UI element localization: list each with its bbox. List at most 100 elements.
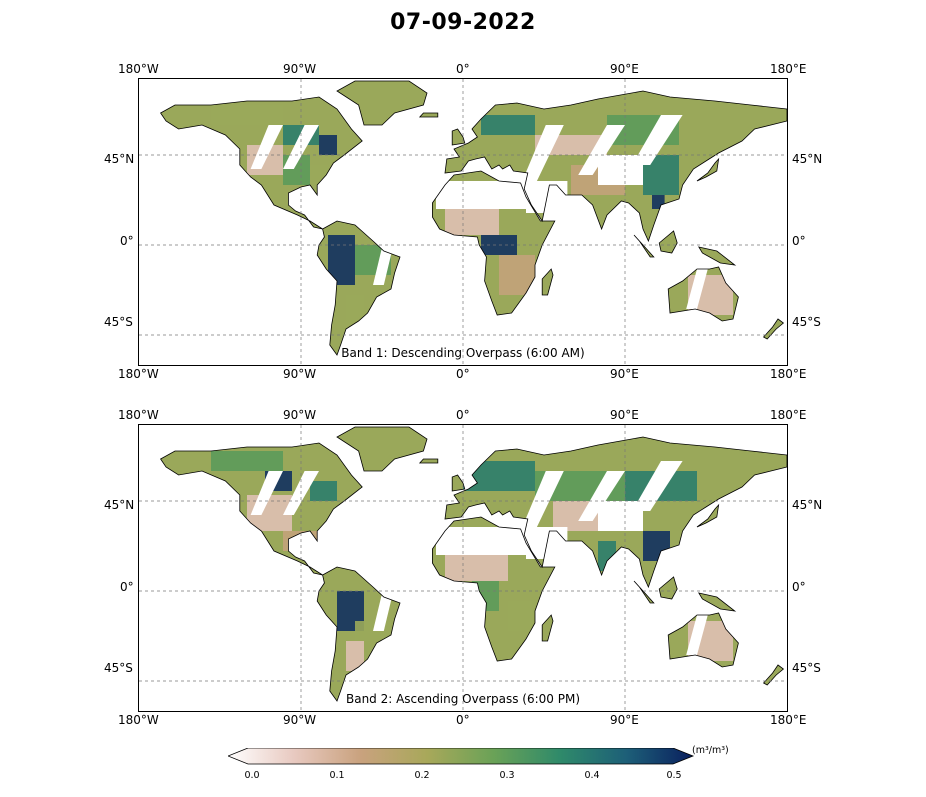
soil-moisture-patch	[472, 581, 499, 611]
coastline	[444, 90, 787, 243]
coastline	[541, 268, 554, 296]
soil-moisture-patch	[328, 235, 355, 285]
lat-tick-left: 0°	[120, 580, 134, 594]
colorbar-tick: 0.0	[244, 770, 260, 781]
lon-tick-top: 90°E	[610, 62, 639, 76]
soil-moisture-patch	[445, 205, 499, 235]
lon-tick-bottom: 90°E	[610, 367, 639, 381]
lon-tick-bottom: 180°W	[118, 713, 159, 727]
lon-tick-top: 90°E	[610, 408, 639, 422]
no-data-region	[436, 181, 526, 209]
panel-label: Band 2: Ascending Overpass (6:00 PM)	[345, 692, 581, 706]
lat-tick-right: 45°N	[792, 152, 823, 166]
coastline	[160, 442, 363, 576]
swath-gap	[686, 269, 708, 309]
soil-moisture-patch	[463, 461, 535, 491]
colorbar-tick: 0.2	[414, 770, 430, 781]
soil-moisture-patch	[652, 195, 665, 209]
coastline	[451, 474, 466, 492]
map-frame	[138, 424, 788, 712]
soil-moisture-patch	[445, 551, 508, 581]
lon-tick-bottom: 90°E	[610, 713, 639, 727]
swath-gap	[686, 615, 708, 655]
coastline	[418, 458, 439, 464]
no-data-region	[436, 527, 526, 555]
lon-tick-top: 180°E	[770, 408, 807, 422]
map-panel-ascending: 180°W 90°W 0° 90°E 180°E 180°W 90°W 0° 9…	[104, 408, 822, 727]
swath-gap	[250, 125, 283, 169]
soil-moisture-patch	[508, 601, 535, 631]
colorbar-gradient	[228, 748, 695, 765]
coastline	[451, 128, 466, 146]
soil-moisture-patch	[346, 641, 364, 671]
coastline	[762, 664, 785, 686]
coastline	[418, 112, 439, 118]
lon-tick-top: 0°	[456, 62, 470, 76]
lat-tick-right: 45°N	[792, 498, 823, 512]
soil-moisture-patch	[643, 531, 670, 561]
soil-moisture-patch	[319, 135, 337, 155]
coastline	[633, 580, 655, 604]
coastline	[762, 318, 785, 340]
colorbar-unit: (m³/m³)	[692, 745, 729, 756]
lat-tick-left: 45°N	[104, 498, 135, 512]
soil-moisture-patch	[211, 105, 283, 125]
soil-moisture-patch	[346, 295, 364, 325]
coastline	[696, 157, 720, 182]
coastline	[696, 503, 720, 528]
coastline	[658, 576, 678, 600]
soil-moisture-patch	[499, 255, 535, 295]
map-panel-descending: 180°W 90°W 0° 90°E 180°E 180°W 90°W 0° 9…	[104, 62, 822, 381]
coastline	[336, 426, 428, 472]
coastline	[316, 220, 401, 356]
lat-tick-left: 0°	[120, 234, 134, 248]
lat-tick-left: 45°S	[104, 315, 133, 329]
colorbar-tick: 0.5	[666, 770, 682, 781]
map-frame	[138, 78, 788, 366]
lon-tick-top: 90°W	[283, 408, 317, 422]
coastline	[667, 612, 739, 668]
soil-moisture-patch	[211, 451, 283, 471]
soil-moisture-patch	[310, 165, 328, 185]
coastline	[667, 266, 739, 322]
soil-moisture-patch	[598, 541, 616, 571]
world-map	[139, 79, 787, 365]
soil-moisture-patch	[310, 481, 337, 501]
colorbar: 0.0 0.1 0.2 0.3 0.4 0.5 (m³/m³)	[228, 745, 729, 788]
lon-tick-bottom: 90°W	[283, 367, 317, 381]
coastline	[697, 246, 737, 266]
coastline	[697, 592, 737, 612]
coastline	[444, 436, 787, 589]
lon-tick-top: 180°W	[118, 62, 159, 76]
panel-label: Band 1: Descending Overpass (6:00 AM)	[341, 346, 585, 360]
world-map	[139, 425, 787, 711]
lat-tick-right: 45°S	[792, 315, 821, 329]
lon-tick-top: 0°	[456, 408, 470, 422]
swath-gap	[578, 471, 625, 521]
lat-tick-right: 0°	[792, 234, 806, 248]
soil-moisture-patch	[481, 115, 535, 135]
lat-tick-right: 0°	[792, 580, 806, 594]
lon-tick-bottom: 0°	[456, 367, 470, 381]
swath-gap	[632, 461, 683, 511]
coastline	[633, 234, 655, 258]
coastline	[431, 516, 556, 662]
map-title: 07-09-2022	[390, 10, 536, 35]
lat-tick-left: 45°N	[104, 152, 135, 166]
colorbar-tick: 0.1	[329, 770, 345, 781]
coastline	[336, 80, 428, 126]
lon-tick-bottom: 180°W	[118, 367, 159, 381]
coastline	[658, 230, 678, 254]
coastline	[160, 96, 363, 230]
coastline	[431, 170, 556, 316]
coastline	[541, 614, 554, 642]
lat-tick-left: 45°S	[104, 661, 133, 675]
lat-tick-right: 45°S	[792, 661, 821, 675]
colorbar-tick: 0.3	[499, 770, 515, 781]
swath-gap	[578, 125, 625, 175]
lon-tick-top: 180°W	[118, 408, 159, 422]
coastline	[316, 566, 401, 702]
lon-tick-top: 90°W	[283, 62, 317, 76]
swath-gap	[632, 115, 683, 165]
swath-gap	[250, 471, 283, 515]
